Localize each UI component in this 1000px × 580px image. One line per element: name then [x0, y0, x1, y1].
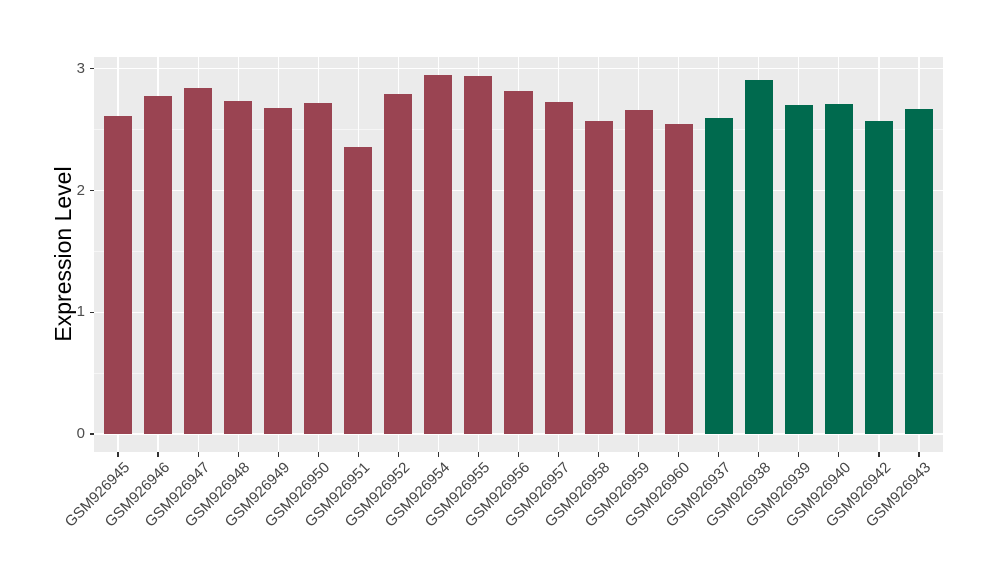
y-tick-mark	[89, 68, 94, 70]
y-tick-label: 1	[76, 303, 85, 321]
y-tick-mark	[89, 433, 94, 435]
x-tick-mark	[157, 452, 159, 457]
bar-GSM926960	[664, 123, 693, 435]
bar-GSM926943	[904, 109, 933, 435]
bar-GSM926959	[624, 110, 653, 435]
bar-GSM926950	[304, 102, 333, 435]
y-tick-label: 0	[76, 425, 85, 443]
x-tick-mark	[838, 452, 840, 457]
x-tick-mark	[117, 452, 119, 457]
x-tick-mark	[557, 452, 560, 457]
bar-GSM926951	[344, 146, 373, 435]
bar-GSM926954	[424, 74, 453, 435]
bar-GSM926942	[864, 121, 893, 435]
x-tick-mark	[277, 452, 279, 457]
bar-GSM926939	[784, 105, 813, 435]
x-tick-mark	[918, 452, 920, 457]
y-axis-title: Expression Level	[49, 166, 76, 342]
x-tick-mark	[237, 452, 239, 457]
x-tick-mark	[477, 452, 480, 457]
x-tick-mark	[758, 452, 760, 457]
bar-GSM926940	[824, 104, 853, 435]
x-tick-mark	[517, 452, 520, 457]
x-tick-mark	[638, 452, 640, 457]
x-tick-mark	[798, 452, 800, 457]
bar-GSM926947	[184, 88, 213, 435]
bar-GSM926938	[744, 79, 773, 435]
bar-GSM926945	[104, 116, 133, 435]
x-tick-mark	[878, 452, 880, 457]
bar-GSM926958	[584, 121, 613, 435]
plot-panel	[94, 57, 943, 452]
bar-GSM926946	[144, 95, 173, 435]
bar-GSM926957	[544, 101, 573, 435]
y-tick-label: 2	[76, 181, 85, 199]
bar-GSM926937	[704, 117, 733, 435]
x-tick-mark	[317, 452, 319, 457]
y-tick-label: 3	[76, 59, 85, 77]
bar-GSM926948	[224, 100, 253, 435]
bar-GSM926955	[464, 76, 493, 435]
x-tick-mark	[437, 452, 439, 457]
y-tick-mark	[89, 311, 94, 313]
x-tick-mark	[397, 452, 399, 457]
bar-GSM926956	[504, 90, 533, 435]
x-tick-mark	[357, 452, 359, 457]
bar-GSM926949	[264, 107, 293, 435]
x-tick-mark	[678, 452, 680, 457]
x-tick-mark	[718, 452, 720, 457]
x-tick-mark	[197, 452, 199, 457]
y-tick-mark	[89, 189, 94, 192]
bar-GSM926952	[384, 94, 413, 435]
x-tick-mark	[597, 452, 600, 457]
